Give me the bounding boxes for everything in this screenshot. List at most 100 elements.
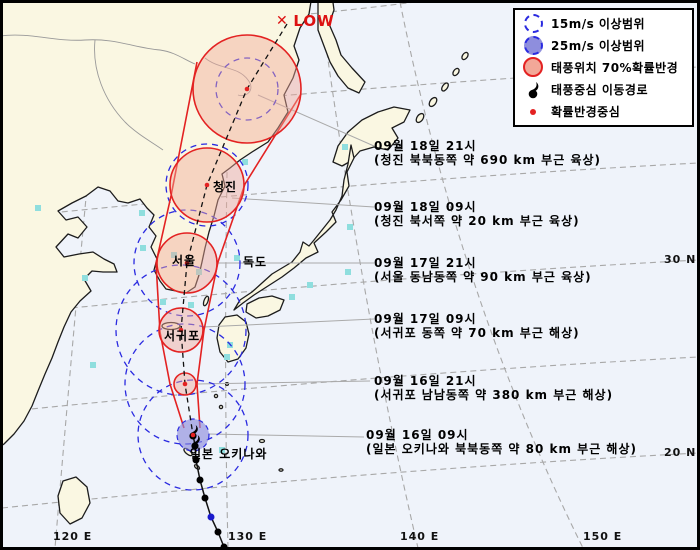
forecast-cone (155, 61, 302, 429)
place-label-dokdo: 독도 (243, 255, 268, 269)
lon-label-130e: 130 E (228, 530, 268, 543)
coastline-asia-mainland (0, 0, 312, 448)
lon-label-150e: 150 E (583, 530, 623, 543)
city-marker (242, 159, 248, 165)
annotation-block: 09월 17일 09시 (서귀포 동쪽 약 70 km 부근 해상) (374, 312, 580, 340)
island-kuril (428, 96, 438, 108)
center-dot-layer (178, 86, 250, 438)
wind-15ms-circle (133, 209, 241, 317)
city-marker (140, 245, 146, 251)
low-label: LOW (293, 12, 335, 30)
center-dot (178, 327, 184, 333)
past-position-dot (201, 494, 209, 502)
place-label-okinawa: 일본 오키나와 (190, 447, 268, 461)
probability-70-circle-icon (515, 57, 551, 78)
annotation-time: 09월 16일 21시 (374, 374, 477, 388)
past-position-dot (207, 513, 215, 521)
annotation-time: 09월 18일 21시 (374, 139, 477, 153)
legend-row: 태풍중심 이동경로 (515, 79, 692, 101)
annotation-location: (일본 오키나와 북북동쪽 약 80 km 부근 해상) (366, 442, 637, 456)
island-kuril (415, 112, 425, 124)
landmasses (0, 0, 469, 525)
low-pressure-marker: ✕ LOW (276, 11, 335, 30)
parallel-line-20n (1, 452, 699, 509)
annotation-location: (청진 북서쪽 약 20 km 부근 육상) (374, 214, 580, 228)
island-kuril (452, 67, 460, 77)
city-marker (160, 299, 166, 305)
annotation-location: (서귀포 동쪽 약 70 km 부근 해상) (374, 326, 580, 340)
city-marker (345, 269, 351, 275)
annotation-block: 09월 16일 09시 (일본 오키나와 북북동쪽 약 80 km 부근 해상) (366, 428, 637, 456)
annotation-time: 09월 16일 09시 (366, 428, 469, 442)
leader-line (207, 433, 365, 438)
parallel-line (1, 0, 431, 41)
annotation-time: 09월 17일 09시 (374, 312, 477, 326)
city-marker (307, 282, 313, 288)
annotation-location: (청진 북북동쪽 약 690 km 부근 육상) (374, 153, 602, 167)
island-taiwan (57, 476, 91, 525)
center-dot (184, 260, 190, 266)
island-honshu (233, 144, 355, 311)
city-marker (224, 354, 230, 360)
island-tsushima (202, 295, 210, 307)
legend-label: 태풍위치 70%확률반경 (551, 60, 679, 75)
city-marker (289, 294, 295, 300)
island-kuril (441, 82, 449, 92)
cone-left-edge (155, 61, 198, 429)
leader-line (202, 318, 375, 328)
wind-15ms-circle (215, 57, 279, 121)
wind-15ms-circle (165, 143, 249, 227)
parallel-line-35n (1, 162, 699, 219)
city-marker (188, 302, 194, 308)
city-marker (82, 275, 88, 281)
city-marker (90, 362, 96, 368)
annotation-time: 09월 18일 09시 (374, 200, 477, 214)
city-marker (234, 255, 240, 261)
annotation-block: 09월 18일 21시 (청진 북북동쪽 약 690 km 부근 육상) (374, 139, 601, 167)
typhoon-symbol-icon (515, 81, 551, 99)
past-position-dot (196, 476, 204, 484)
border-line (0, 34, 196, 65)
city-marker (219, 447, 225, 453)
border-line (94, 39, 164, 151)
leader-line (231, 197, 375, 208)
city-marker (342, 144, 348, 150)
place-label-seogwipo: 서귀포 (164, 329, 201, 343)
wind-15ms-circle (137, 379, 249, 491)
wind-15ms-circle (124, 323, 246, 445)
meridian-line-140e (319, 1, 419, 549)
legend-label: 확률반경중심 (551, 105, 621, 120)
cone-right-edge (196, 93, 302, 429)
center-dot (190, 432, 196, 438)
island-ryukyu (213, 393, 219, 399)
center-dot (204, 182, 210, 188)
annotation-location: (서울 동남동쪽 약 90 km 부근 육상) (374, 270, 592, 284)
legend-box: 15m/s 이상범위 25m/s 이상범위 태풍위치 70%확률반경 태풍중심 … (513, 8, 694, 127)
city-marker (196, 269, 202, 275)
place-label-chongjin: 청진 (213, 180, 238, 194)
past-position-dot (214, 528, 222, 536)
wind-15ms-circle-icon (515, 13, 551, 33)
wind-25ms-circle-icon (515, 35, 551, 55)
leader-line (257, 94, 375, 147)
lon-label-140e: 140 E (400, 530, 440, 543)
place-label-seoul: 서울 (172, 254, 197, 268)
parallel-line-25n (1, 356, 699, 413)
lat-label-30n: 30 N (664, 253, 697, 266)
typhoon-symbol (191, 435, 200, 450)
parallel-line-30n (1, 259, 699, 316)
annotation-block: 09월 16일 21시 (서귀포 남남동쪽 약 380 km 부근 해상) (374, 374, 613, 402)
legend-label: 태풍중심 이동경로 (551, 83, 648, 98)
city-marker (139, 210, 145, 216)
lon-label-120e: 120 E (53, 530, 93, 543)
legend-row: 25m/s 이상범위 (515, 34, 692, 56)
lat-label-20n: 20 N (664, 446, 697, 459)
islet (278, 468, 284, 472)
low-x-icon: ✕ (276, 13, 288, 29)
city-marker (35, 205, 41, 211)
island-kuril (461, 51, 469, 61)
city-marker (171, 252, 177, 258)
island-sakhalin (317, 0, 366, 94)
